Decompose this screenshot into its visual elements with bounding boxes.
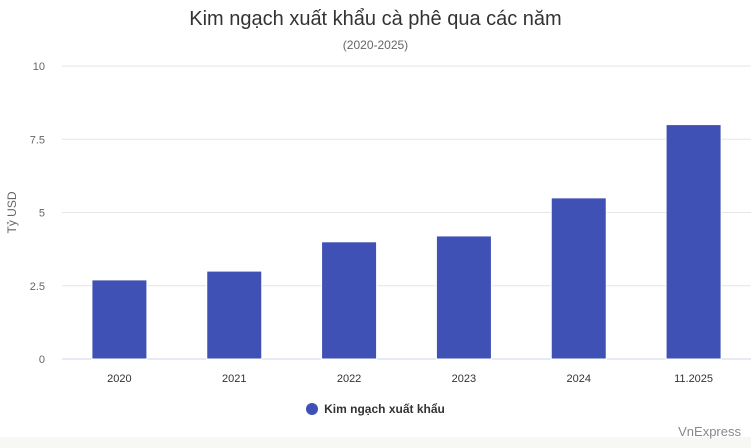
x-tick-label: 11.2025: [674, 373, 713, 385]
chart-title: Kim ngạch xuất khẩu cà phê qua các năm: [189, 8, 562, 30]
bar[interactable]: [435, 235, 492, 360]
legend-marker: [306, 403, 319, 415]
y-tick-label: 10: [33, 61, 45, 73]
bar[interactable]: [91, 279, 148, 360]
bar[interactable]: [665, 124, 722, 360]
bar[interactable]: [321, 241, 378, 360]
x-tick-label: 2024: [567, 373, 591, 385]
bar[interactable]: [206, 270, 263, 360]
x-tick-label: 2021: [222, 373, 246, 385]
legend-label: Kim ngạch xuất khẩu: [324, 402, 445, 416]
y-tick-label: 7.5: [30, 134, 45, 146]
x-tick-label: 2023: [452, 373, 476, 385]
chart-subtitle: (2020-2025): [342, 38, 409, 52]
y-tick-label: 5: [39, 208, 45, 220]
y-tick-label: 0: [39, 354, 45, 366]
y-axis-label: Tỷ USD: [5, 191, 19, 233]
bar[interactable]: [550, 197, 607, 360]
y-tick-label: 2.5: [30, 281, 45, 293]
footer-strip: [0, 437, 751, 448]
source-credit: VnExpress: [678, 424, 741, 439]
x-tick-label: 2020: [107, 373, 131, 385]
x-tick-label: 2022: [337, 373, 361, 385]
legend[interactable]: Kim ngạch xuất khẩu: [0, 402, 751, 416]
